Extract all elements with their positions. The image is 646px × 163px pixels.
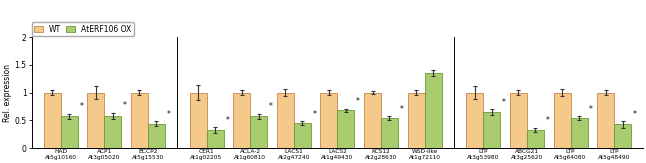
Text: *: * [167, 110, 171, 119]
Bar [87, 93, 104, 148]
Text: *: * [546, 116, 550, 125]
Y-axis label: Rel. expression: Rel. expression [3, 64, 12, 122]
Text: *: * [79, 103, 83, 111]
Bar [597, 93, 614, 148]
Bar [190, 93, 207, 148]
Bar [466, 93, 483, 148]
Bar [104, 116, 121, 148]
Bar [250, 116, 267, 148]
Bar [61, 116, 78, 148]
Bar [207, 130, 224, 148]
Bar [277, 93, 294, 148]
Bar [233, 93, 250, 148]
Bar [364, 93, 381, 148]
Bar [320, 93, 337, 148]
Legend: WT, AtERF106 OX: WT, AtERF106 OX [32, 22, 134, 36]
Bar [554, 93, 570, 148]
Text: *: * [502, 98, 506, 107]
Bar [483, 112, 500, 148]
Text: *: * [589, 105, 593, 114]
Bar [148, 124, 165, 148]
Text: *: * [400, 105, 404, 114]
Bar [337, 110, 355, 148]
Bar [527, 130, 544, 148]
Text: *: * [269, 103, 273, 111]
Text: *: * [633, 110, 637, 119]
Text: *: * [356, 97, 360, 106]
Bar [408, 93, 424, 148]
Bar [424, 73, 442, 148]
Text: *: * [123, 101, 127, 110]
Text: *: * [225, 116, 229, 125]
Bar [570, 118, 587, 148]
Bar [510, 93, 527, 148]
Bar [294, 123, 311, 148]
Bar [614, 124, 631, 148]
Text: *: * [313, 110, 317, 119]
Bar [131, 93, 148, 148]
Bar [381, 118, 398, 148]
Bar [44, 93, 61, 148]
